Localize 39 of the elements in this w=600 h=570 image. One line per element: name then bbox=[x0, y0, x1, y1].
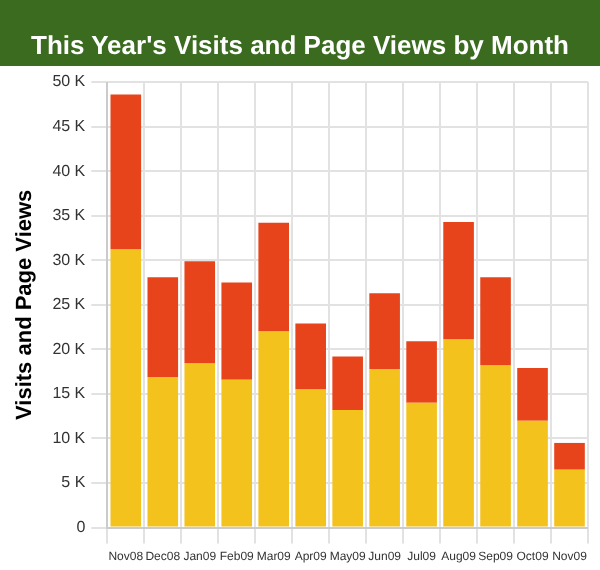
y-tick-label: 20 K bbox=[52, 339, 87, 358]
y-tick-label: 0 bbox=[76, 518, 87, 537]
bar bbox=[443, 221, 474, 340]
bar bbox=[221, 379, 253, 527]
bar bbox=[332, 409, 363, 527]
bar bbox=[110, 249, 142, 527]
bar bbox=[480, 365, 511, 527]
bar bbox=[554, 469, 585, 527]
bar bbox=[480, 277, 511, 366]
y-axis-title: Visits and Page Views bbox=[13, 189, 38, 420]
bar bbox=[295, 389, 326, 527]
y-tick-label: 10 K bbox=[52, 428, 87, 447]
bar bbox=[369, 293, 400, 369]
bar bbox=[221, 282, 253, 380]
chart-title: This Year's Visits and Page Views by Month bbox=[0, 0, 600, 66]
bar bbox=[110, 94, 142, 250]
bar bbox=[147, 376, 179, 527]
bar bbox=[147, 277, 179, 377]
bar bbox=[443, 339, 474, 527]
y-tick-label: 5 K bbox=[61, 473, 87, 492]
y-tick-label: 35 K bbox=[52, 206, 87, 225]
y-tick-label: 40 K bbox=[52, 161, 87, 180]
bar bbox=[406, 341, 437, 403]
bar bbox=[517, 368, 548, 421]
y-tick-label: 15 K bbox=[52, 384, 87, 403]
bar bbox=[406, 402, 437, 527]
bar bbox=[369, 368, 400, 527]
bar bbox=[184, 363, 216, 527]
bar bbox=[258, 222, 290, 332]
bar bbox=[517, 420, 548, 527]
y-tick-label: 45 K bbox=[52, 116, 87, 135]
y-tick-label: 50 K bbox=[52, 72, 87, 91]
y-tick-label: 30 K bbox=[52, 250, 87, 269]
y-tick-label: 25 K bbox=[52, 295, 87, 314]
bar bbox=[258, 331, 290, 527]
bar bbox=[554, 442, 585, 470]
bar bbox=[184, 261, 216, 364]
bar bbox=[295, 323, 326, 390]
bar bbox=[332, 356, 363, 410]
